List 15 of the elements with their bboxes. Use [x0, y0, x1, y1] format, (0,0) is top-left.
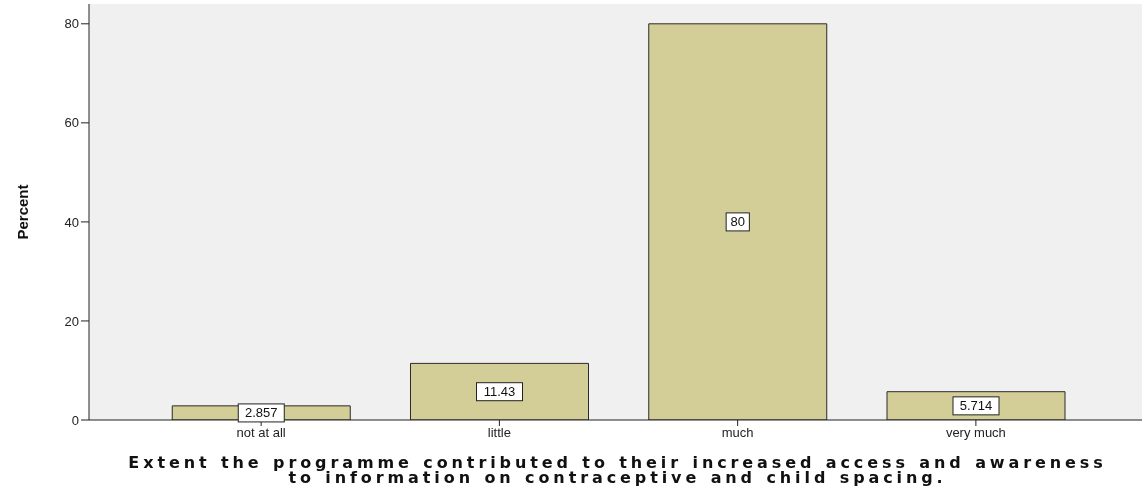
data-label: 11.43: [483, 384, 516, 400]
x-tick-label: little: [487, 425, 511, 441]
y-tick-label: 80: [64, 16, 79, 32]
y-axis-title: Percent: [13, 184, 31, 240]
data-label: 5.714: [959, 398, 993, 414]
data-label: 80: [730, 214, 745, 230]
x-tick-label: not at all: [236, 425, 286, 441]
data-label: 2.857: [244, 405, 278, 421]
y-tick-label: 0: [71, 412, 79, 428]
x-tick-label: much: [721, 425, 754, 441]
x-tick-label: very much: [945, 425, 1006, 441]
y-tick-label: 60: [64, 115, 79, 131]
y-tick-label: 40: [64, 214, 79, 230]
y-tick-label: 20: [64, 313, 79, 329]
x-axis-title: Extent the programme contributed to their increased access and awareness to information on contraceptive and child spacing.: [127, 453, 1108, 487]
